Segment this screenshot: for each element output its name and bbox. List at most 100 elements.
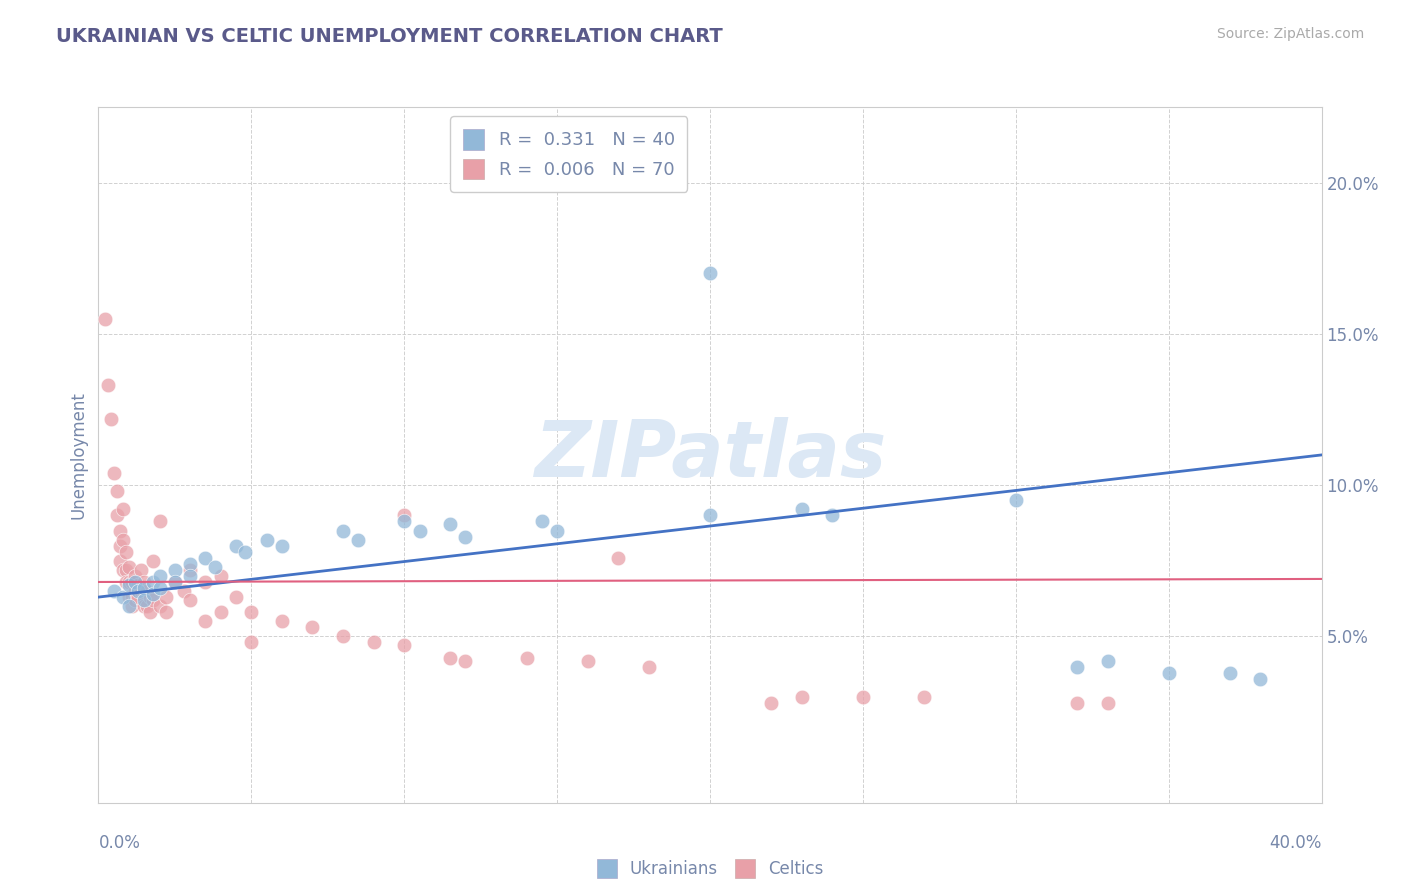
Point [392, 639, 416, 653]
Point [129, 584, 152, 599]
Point [155, 605, 177, 619]
Point [124, 584, 146, 599]
Point [105, 508, 128, 523]
Point [912, 690, 935, 704]
Point [852, 690, 875, 704]
Point [530, 515, 553, 529]
Point [179, 569, 201, 583]
Point [134, 581, 156, 595]
Point [225, 590, 247, 604]
Text: UKRAINIAN VS CELTIC UNEMPLOYMENT CORRELATION CHART: UKRAINIAN VS CELTIC UNEMPLOYMENT CORRELA… [56, 27, 723, 45]
Point [1249, 672, 1271, 686]
Point [439, 650, 461, 665]
Point [100, 411, 122, 425]
Point [111, 563, 134, 577]
Point [142, 554, 165, 568]
Point [408, 524, 430, 538]
Point [124, 574, 146, 589]
Point [256, 533, 278, 547]
Point [124, 593, 146, 607]
Point [225, 539, 247, 553]
Point [1004, 493, 1026, 508]
Point [103, 584, 125, 599]
Point [546, 524, 568, 538]
Point [97, 378, 120, 392]
Point [194, 574, 217, 589]
Point [127, 590, 149, 604]
Point [1219, 665, 1241, 680]
Point [301, 620, 323, 634]
Point [139, 605, 162, 619]
Point [149, 569, 172, 583]
Point [1157, 665, 1180, 680]
Point [136, 584, 159, 599]
Point [134, 574, 156, 589]
Point [124, 569, 146, 583]
Point [111, 533, 134, 547]
Point [332, 629, 354, 643]
Point [332, 524, 354, 538]
Point [576, 654, 599, 668]
Point [179, 593, 201, 607]
Point [607, 550, 630, 565]
Point [134, 590, 156, 604]
Point [209, 569, 232, 583]
Text: Source: ZipAtlas.com: Source: ZipAtlas.com [1216, 27, 1364, 41]
Point [115, 545, 138, 559]
Point [139, 590, 162, 604]
Point [149, 581, 172, 595]
Point [118, 590, 141, 604]
Point [790, 502, 813, 516]
Point [127, 578, 149, 592]
Point [118, 578, 141, 592]
Point [363, 635, 385, 649]
Point [155, 590, 177, 604]
Text: 0.0%: 0.0% [98, 834, 141, 852]
Point [115, 574, 138, 589]
Point [347, 533, 370, 547]
Point [134, 593, 156, 607]
Point [142, 574, 165, 589]
Point [136, 599, 159, 614]
Legend: Ukrainians, Celtics: Ukrainians, Celtics [591, 853, 830, 885]
Point [516, 650, 538, 665]
Point [103, 466, 125, 480]
Point [93, 311, 115, 326]
Point [1066, 696, 1088, 710]
Point [233, 545, 256, 559]
Point [1097, 654, 1119, 668]
Point [118, 559, 141, 574]
Point [142, 593, 165, 607]
Point [134, 599, 156, 614]
Point [129, 563, 152, 577]
Point [392, 515, 416, 529]
Text: 40.0%: 40.0% [1270, 834, 1322, 852]
Point [149, 515, 172, 529]
Point [699, 508, 721, 523]
Point [118, 574, 141, 589]
Point [163, 563, 186, 577]
Point [111, 590, 134, 604]
Point [270, 539, 292, 553]
Point [108, 539, 131, 553]
Point [127, 584, 149, 599]
Point [121, 590, 143, 604]
Point [149, 599, 172, 614]
Point [240, 635, 263, 649]
Point [759, 696, 782, 710]
Point [454, 654, 477, 668]
Point [790, 690, 813, 704]
Text: ZIPatlas: ZIPatlas [534, 417, 886, 493]
Point [204, 559, 226, 574]
Point [108, 554, 131, 568]
Point [111, 502, 134, 516]
Point [142, 587, 165, 601]
Point [179, 557, 201, 571]
Point [115, 563, 138, 577]
Point [821, 508, 844, 523]
Point [270, 615, 292, 629]
Point [1066, 659, 1088, 673]
Point [163, 574, 186, 589]
Point [121, 574, 143, 589]
Point [392, 508, 416, 523]
